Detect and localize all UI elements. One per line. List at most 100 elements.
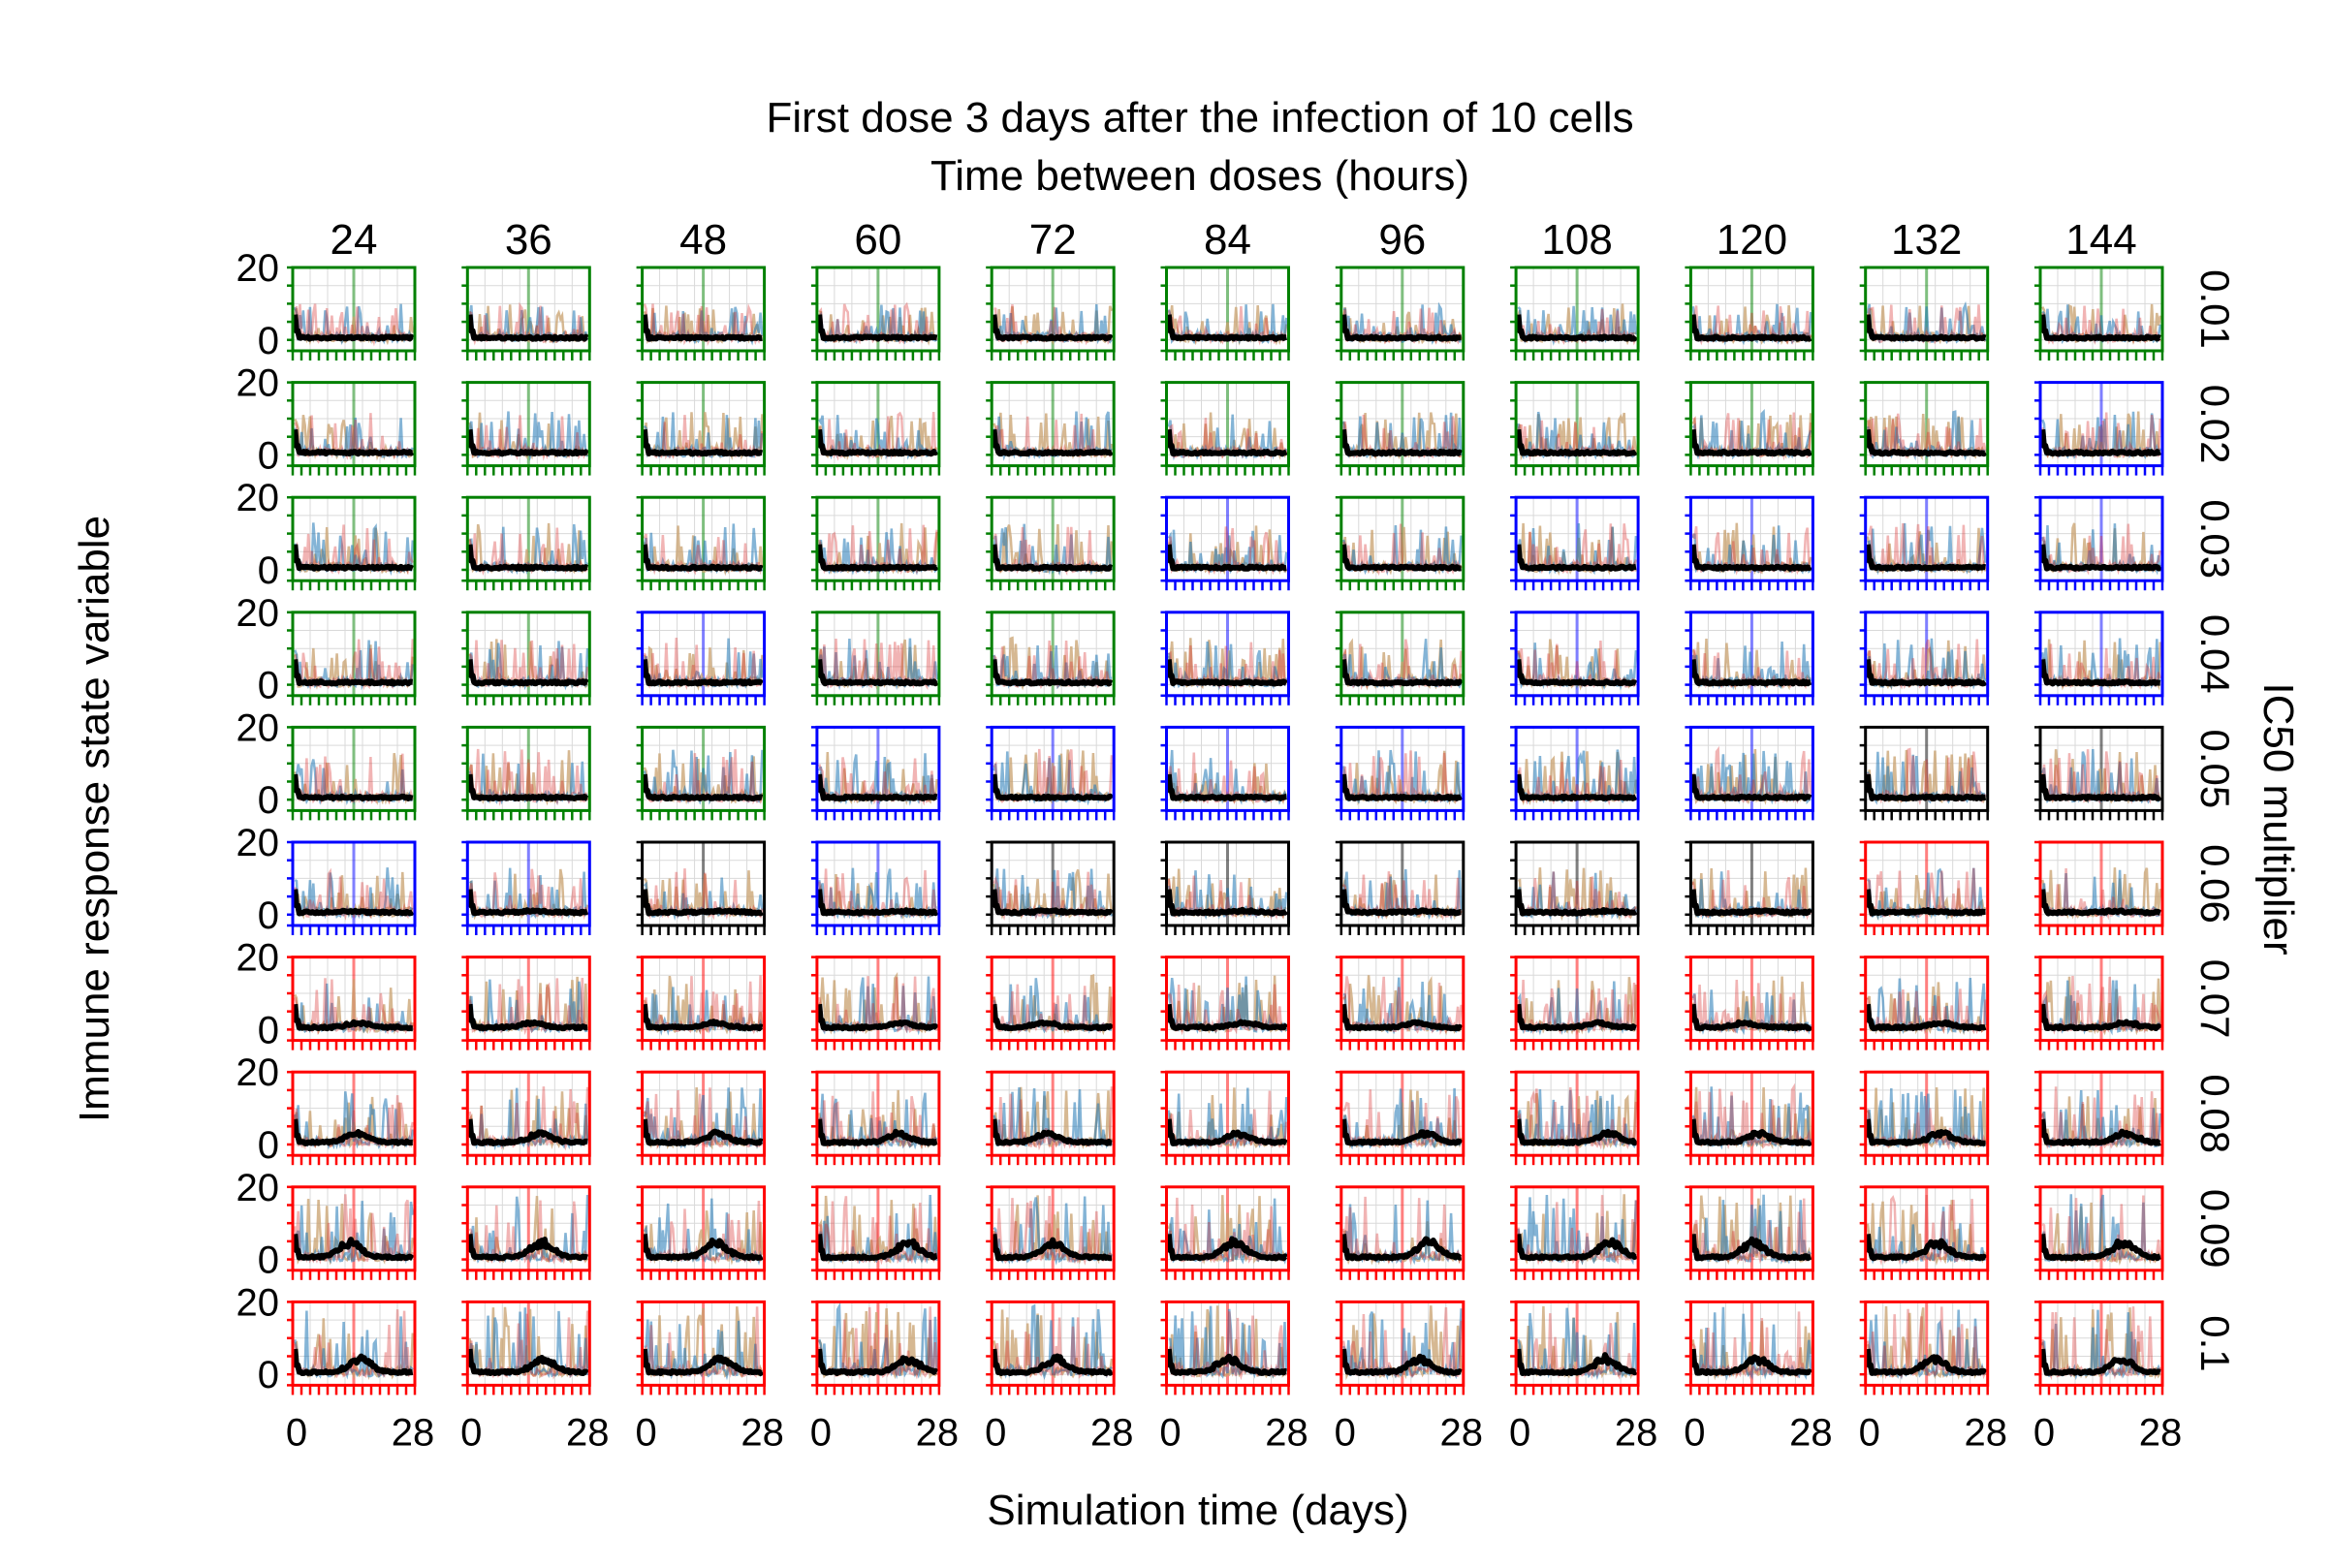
mean-line [1865,1348,1988,1377]
mean-line [1165,428,1288,457]
mean-line [1165,544,1288,572]
y-tick-label: 20 [236,1281,280,1324]
y-tick-label: 20 [236,937,280,980]
trajectory-line [1691,1311,1812,1380]
subplot-panel [461,956,591,1051]
subplot-panel [1859,1185,1990,1280]
x-tick-label: 0 [1859,1411,1880,1454]
subplot-panel [1335,840,1465,935]
mean-line [816,544,939,572]
row-label: 0.07 [2192,959,2238,1039]
mean-line [1689,1003,1813,1032]
mean-line [466,773,589,802]
mean-line [1340,428,1464,457]
x-tick-label: 0 [1335,1411,1356,1454]
subplot-panel: 0 28 [1335,1300,1483,1454]
row-label: 0.1 [2192,1315,2238,1371]
subplot-panel [1510,956,1640,1051]
subplot-panel [461,611,591,706]
trajectory-line [1517,308,1638,346]
trajectory-line [2041,304,2162,345]
mean-line [991,1003,1115,1032]
chart-title-line2: Time between doses (hours) [930,152,1469,200]
mean-line [1515,544,1638,572]
subplot-panel [1685,725,1814,821]
chart-title-line1: First dose 3 days after the infection of… [766,94,1633,141]
subplot-panel [1859,495,1990,591]
subplot-panel [1510,495,1640,591]
mean-line [1689,1348,1813,1376]
subplot-panel: 20 0 [236,592,417,707]
subplot-panel [636,611,767,706]
subplot-panel [1510,1185,1640,1280]
trajectory-line [1167,306,1288,346]
subplot-panel: 0 28 [635,1300,784,1454]
x-tick-label: 28 [1265,1411,1308,1454]
subplot-panel [2034,956,2164,1051]
subplot-panel [1160,495,1290,591]
subplot-panel [986,266,1116,361]
mean-line [292,1003,415,1032]
x-tick-label: 0 [1159,1411,1181,1454]
subplot-panel [2034,1185,2164,1280]
subplot-panel [1335,1070,1465,1166]
mean-line [2039,1003,2163,1032]
subplot-panel [461,381,591,476]
subplot-panel [1685,956,1814,1051]
subplot-panel [810,840,941,935]
subplot-panel [1335,266,1465,361]
y-tick-label: 0 [258,665,279,707]
mean-line [641,1348,765,1377]
mean-line [1689,1118,1813,1146]
y-tick-label: 20 [236,1051,280,1094]
trajectory-line [468,1310,589,1380]
y-tick-label: 20 [236,822,280,864]
mean-line [991,544,1114,572]
subplot-panel [461,1185,591,1280]
subplot-panel [2034,381,2164,476]
subplot-panel [1335,381,1465,476]
mean-line [816,1118,939,1146]
subplot-panel: 20 0 [236,477,417,592]
y-tick-label: 20 [236,1167,280,1209]
mean-line [641,659,764,687]
mean-line [991,428,1114,457]
subplot-panel [1335,495,1465,591]
subplot-panel [2034,611,2164,706]
mean-line [641,314,764,342]
mean-line [466,544,589,572]
mean-line [1689,314,1812,342]
subplot-panel [636,381,767,476]
x-tick-label: 0 [810,1411,832,1454]
mean-line [816,1234,939,1262]
subplot-panel [1335,611,1465,706]
subplot-panel [636,956,767,1051]
trajectory-line [643,1306,764,1379]
subplot-panel [636,725,767,821]
x-tick-label: 28 [2139,1411,2183,1454]
mean-line [292,1348,415,1377]
column-header: 36 [505,216,552,264]
subplot-panel [1859,1070,1990,1166]
subplot-panel [1335,956,1465,1051]
trajectory-line [1517,1194,1638,1266]
mean-line [292,659,415,687]
subplot-panel [1859,725,1990,821]
subplot-panel [1510,381,1640,476]
mean-line [991,314,1114,342]
mean-line [1515,1234,1638,1262]
mean-line [2039,889,2162,917]
subplot-panel [2034,495,2164,591]
x-tick-label: 28 [1964,1411,2007,1454]
mean-line [2039,428,2162,457]
mean-line [1340,1348,1464,1377]
mean-line [991,1348,1115,1377]
mean-line [641,1118,764,1146]
mean-line [991,1118,1114,1146]
x-tick-label: 0 [2033,1411,2055,1454]
subplot-panel [810,611,941,706]
subplot-panel [1859,381,1990,476]
row-label: 0.08 [2192,1074,2238,1153]
subplot-panel [810,266,941,361]
mean-line [1515,1003,1638,1032]
